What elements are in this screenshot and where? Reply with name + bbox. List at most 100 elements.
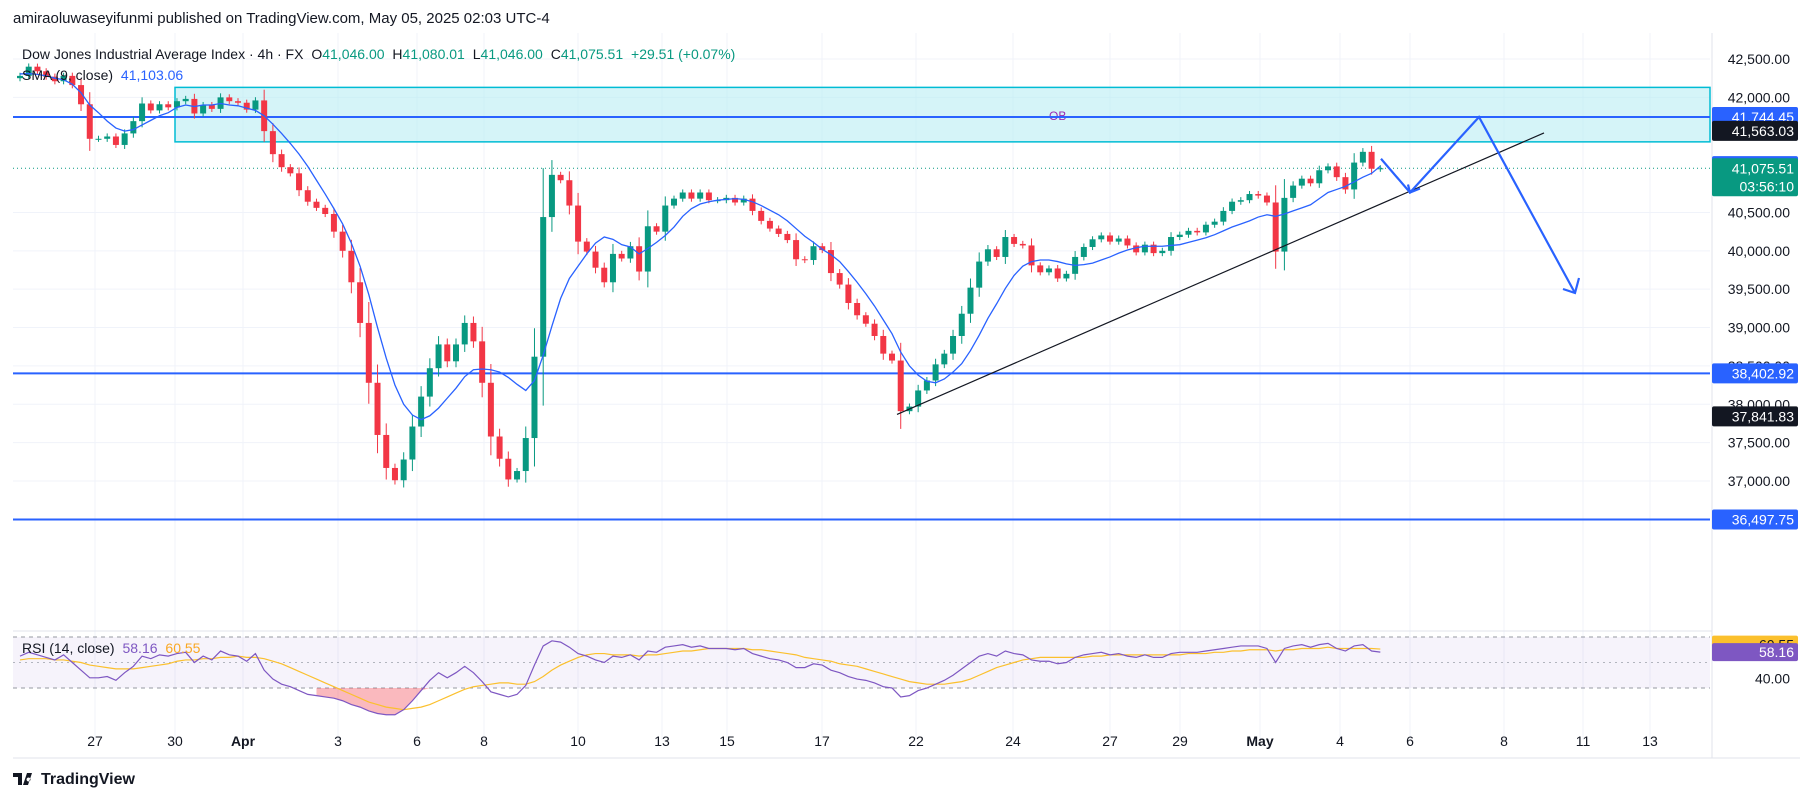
rsi-tick-40: 40.00 — [1755, 670, 1790, 686]
drawing-tools — [896, 115, 1581, 415]
low-value: L41,046.00 — [473, 46, 543, 62]
tradingview-logo[interactable]: TradingView — [13, 771, 135, 789]
candle-body-129 — [1141, 244, 1148, 253]
candle-body-18 — [173, 101, 180, 108]
candle-body-125 — [1107, 235, 1113, 242]
candle-body-94 — [836, 273, 843, 285]
time-axis[interactable]: 27 30 Apr 3 6 8 10 13 15 17 22 24 27 29 May 4 6 8 11 13 — [87, 733, 1658, 749]
change-value: +29.51 (+0.07%) — [631, 46, 736, 62]
candle-body-137 — [1211, 221, 1218, 225]
candle-body-108 — [958, 313, 965, 336]
candle-body-61 — [548, 174, 555, 218]
candle-body-117 — [1037, 265, 1044, 273]
sma-label: SMA (9, close) — [22, 67, 114, 83]
candle-body-149 — [1316, 170, 1323, 184]
close-number: 41,075.51 — [560, 46, 624, 62]
candle-body-9 — [95, 138, 102, 140]
horizontal-levels — [13, 115, 1710, 521]
candle-body-59 — [531, 356, 538, 439]
candle-body-120 — [1063, 273, 1070, 279]
candle-body-68 — [609, 253, 616, 283]
price-tick-label-0: 42,500.00 — [1728, 51, 1790, 67]
candle-body-135 — [1194, 230, 1201, 233]
rsi-pane — [13, 636, 1710, 716]
candle-body-44 — [400, 459, 407, 481]
candle-body-91 — [810, 246, 817, 261]
candle-body-57 — [514, 471, 521, 480]
candle-body-42 — [383, 434, 390, 468]
time-tick-label-11: 24 — [1005, 733, 1021, 749]
candle-body-92 — [819, 246, 826, 251]
candle-body-62 — [557, 174, 564, 181]
order-block-zone: -OB — [174, 86, 1711, 143]
candle-body-154 — [1359, 151, 1366, 163]
price-badge-6 — [1712, 509, 1798, 530]
price-badge-label-1: 41,563.03 — [1732, 123, 1794, 139]
candle-body-45 — [409, 426, 416, 460]
candle-body-29 — [269, 131, 276, 155]
candle-body-64 — [575, 205, 582, 242]
candle-body-77 — [688, 192, 695, 199]
candle-body-124 — [1098, 235, 1105, 240]
candlestick-series — [17, 63, 1384, 488]
candle-body-43 — [391, 467, 398, 481]
candle-body-90 — [801, 259, 808, 261]
candle-body-63 — [566, 180, 573, 206]
candle-body-103 — [915, 390, 922, 407]
candle-body-133 — [1176, 234, 1183, 238]
candle-body-110 — [976, 261, 983, 288]
candle-body-4 — [51, 76, 58, 82]
candle-body-145 — [1281, 197, 1288, 252]
candle-body-30 — [278, 154, 285, 168]
candle-body-147 — [1298, 178, 1305, 186]
time-tick-label-17: 8 — [1500, 733, 1508, 749]
price-badge-4 — [1712, 363, 1798, 384]
candle-body-89 — [793, 240, 800, 260]
candle-body-49 — [444, 344, 451, 362]
candle-body-50 — [453, 344, 459, 362]
sma-legend[interactable]: SMA (9, close) 41,103.06 — [22, 67, 187, 83]
publisher-line: amiraoluwaseyifunmi published on Trading… — [13, 10, 550, 27]
candle-body-16 — [156, 104, 163, 111]
candle-body-126 — [1115, 238, 1122, 242]
candle-body-6 — [69, 75, 76, 86]
candle-body-12 — [121, 133, 128, 145]
rsi-band — [13, 637, 1710, 688]
candle-body-136 — [1202, 224, 1209, 233]
low-number: 41,046.00 — [480, 46, 543, 62]
candle-body-0 — [17, 75, 23, 79]
rsi-badge-bg — [1712, 643, 1798, 662]
candle-body-2 — [34, 66, 41, 72]
candle-body-67 — [601, 267, 608, 283]
projection-path — [1380, 115, 1576, 294]
sma-value: 41,103.06 — [120, 67, 184, 83]
symbol-label[interactable]: Dow Jones Industrial Average Index · 4h … — [22, 46, 304, 62]
candle-body-78 — [697, 192, 704, 199]
price-tick-label-1: 42,000.00 — [1728, 89, 1790, 105]
candle-body-1 — [25, 66, 32, 76]
projection-arrowhead-2 — [1562, 277, 1581, 295]
open-value: O41,046.00 — [311, 46, 384, 62]
candle-body-119 — [1054, 268, 1061, 279]
ob-rect — [174, 86, 1711, 143]
candle-body-17 — [165, 104, 172, 108]
brand-name: TradingView — [41, 771, 135, 788]
candle-body-79 — [705, 192, 712, 201]
candle-body-142 — [1255, 194, 1262, 196]
price-axis[interactable]: 42,500.00 42,000.00 40,500.00 40,000.00 39,5… — [1712, 51, 1798, 686]
time-tick-label-18: 11 — [1576, 733, 1591, 749]
rsi-legend[interactable]: RSI (14, close) 58.16 60.55 — [22, 640, 204, 656]
candle-body-134 — [1185, 230, 1192, 235]
candle-body-47 — [426, 368, 433, 397]
rsi-label: RSI (14, close) — [22, 640, 115, 656]
candle-body-140 — [1237, 200, 1244, 202]
candle-body-132 — [1168, 237, 1175, 251]
candle-body-141 — [1246, 194, 1253, 201]
high-number: 41,080.01 — [402, 46, 465, 62]
candle-body-24 — [226, 97, 233, 102]
candle-body-69 — [618, 253, 625, 259]
projection-arrowhead-1 — [1406, 184, 1421, 194]
time-tick-label-6: 10 — [570, 733, 586, 749]
candle-body-155 — [1368, 151, 1375, 169]
